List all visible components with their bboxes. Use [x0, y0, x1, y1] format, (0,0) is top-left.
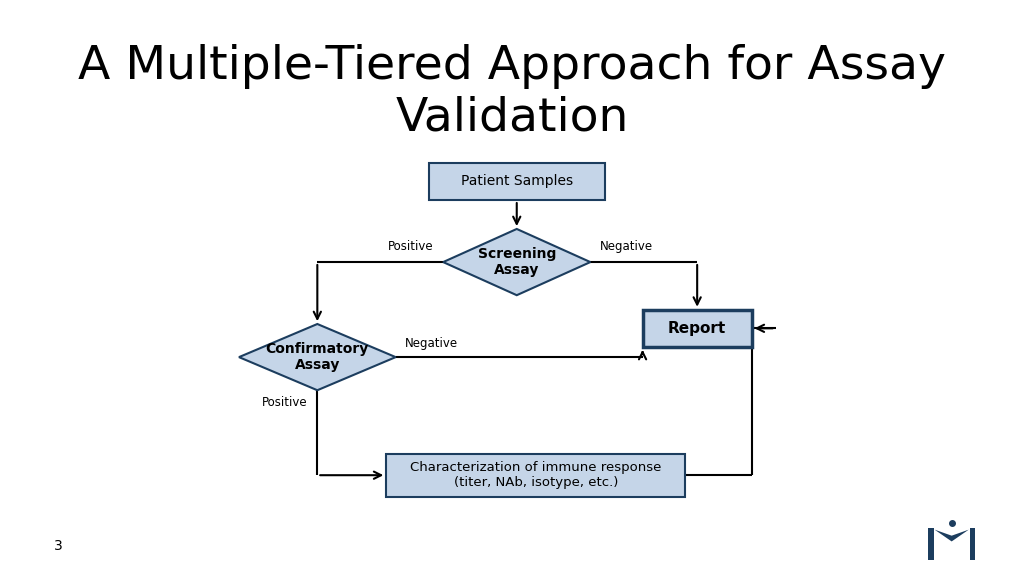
Polygon shape [443, 229, 591, 295]
Text: Negative: Negative [406, 337, 459, 350]
Text: Characterization of immune response
(titer, NAb, isotype, etc.): Characterization of immune response (tit… [410, 461, 662, 489]
Text: Patient Samples: Patient Samples [461, 175, 572, 188]
Polygon shape [935, 530, 969, 541]
Text: A Multiple-Tiered Approach for Assay
Validation: A Multiple-Tiered Approach for Assay Val… [78, 44, 946, 141]
Text: 3: 3 [54, 539, 63, 553]
Text: Negative: Negative [600, 240, 653, 253]
FancyBboxPatch shape [970, 529, 976, 560]
Text: Positive: Positive [388, 240, 433, 253]
FancyBboxPatch shape [643, 310, 752, 347]
FancyBboxPatch shape [386, 454, 685, 497]
Text: Confirmatory
Assay: Confirmatory Assay [265, 342, 369, 372]
Text: Report: Report [668, 321, 726, 336]
Polygon shape [239, 324, 395, 391]
FancyBboxPatch shape [928, 529, 934, 560]
FancyBboxPatch shape [429, 162, 604, 200]
Text: Screening
Assay: Screening Assay [477, 247, 556, 277]
Text: Positive: Positive [262, 396, 308, 409]
